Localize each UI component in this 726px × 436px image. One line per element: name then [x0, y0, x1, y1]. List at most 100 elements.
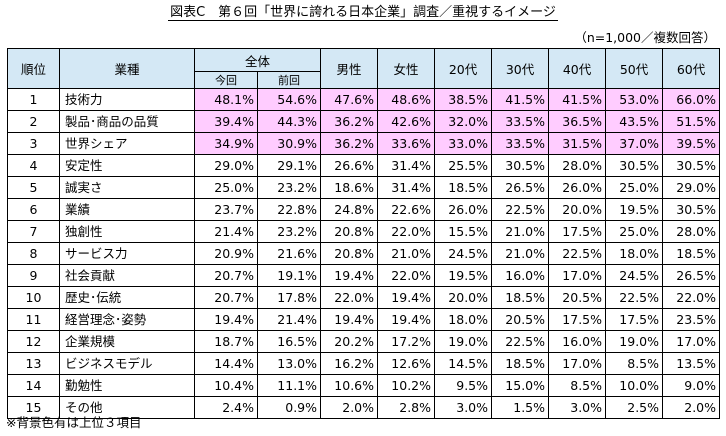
value-cell: 31.5% — [548, 132, 607, 155]
value-cell: 15.5% — [434, 220, 493, 243]
header-row: 順位 業種 全体 男性 女性 20代 30代 40代 50代 60代 — [7, 48, 721, 89]
value-cell: 19.5% — [434, 264, 493, 287]
value-cell: 18.0% — [605, 242, 664, 265]
value-cell: 18.5% — [491, 286, 550, 309]
value-cell: 14.5% — [434, 352, 493, 375]
value-cell: 30.5% — [662, 198, 721, 221]
value-cell: 30.5% — [491, 154, 550, 177]
value-cell: 66.0% — [662, 88, 721, 111]
value-cell: 22.0% — [377, 264, 436, 287]
value-cell: 51.5% — [662, 110, 721, 133]
header-item: 業種 — [59, 48, 195, 89]
value-cell: 33.6% — [377, 132, 436, 155]
value-cell: 10.4% — [194, 374, 258, 397]
value-cell: 41.5% — [491, 88, 550, 111]
value-cell: 20.0% — [434, 286, 493, 309]
rank-cell: 5 — [7, 176, 60, 199]
value-cell: 17.5% — [548, 220, 607, 243]
rank-cell: 9 — [7, 264, 60, 287]
value-cell: 19.4% — [320, 264, 379, 287]
table-row: 10 歴史･伝統 20.7% 17.8% 22.0% 19.4% 20.0% 18.5% 20.… — [7, 286, 721, 309]
value-cell: 10.6% — [320, 374, 379, 397]
value-cell: 2.4% — [194, 396, 258, 419]
value-cell: 21.0% — [491, 242, 550, 265]
value-cell: 43.5% — [605, 110, 664, 133]
value-cell: 19.4% — [320, 308, 379, 331]
rank-cell: 14 — [7, 374, 60, 397]
value-cell: 20.8% — [320, 242, 379, 265]
value-cell: 20.9% — [194, 242, 258, 265]
value-cell: 26.5% — [491, 176, 550, 199]
value-cell: 19.5% — [605, 198, 664, 221]
value-cell: 20.5% — [491, 308, 550, 331]
rank-cell: 13 — [7, 352, 60, 375]
value-cell: 22.6% — [377, 198, 436, 221]
value-cell: 41.5% — [548, 88, 607, 111]
value-cell: 13.0% — [256, 352, 322, 375]
value-cell: 1.5% — [491, 396, 550, 419]
value-cell: 47.6% — [320, 88, 379, 111]
table-row: 12 企業規模 18.7% 16.5% 20.2% 17.2% 19.0% 22.5% 16.0… — [7, 330, 721, 353]
value-cell: 2.0% — [320, 396, 379, 419]
table-row: 5 誠実さ 25.0% 23.2% 18.6% 31.4% 18.5% 26.5% 26.0% 2… — [7, 176, 721, 199]
value-cell: 23.2% — [256, 176, 322, 199]
value-cell: 39.4% — [194, 110, 258, 133]
value-cell: 36.2% — [320, 132, 379, 155]
value-cell: 39.5% — [662, 132, 721, 155]
value-cell: 23.5% — [662, 308, 721, 331]
item-cell: その他 — [59, 396, 195, 419]
value-cell: 25.5% — [434, 154, 493, 177]
rank-cell: 2 — [7, 110, 60, 133]
value-cell: 19.1% — [256, 264, 322, 287]
value-cell: 54.6% — [256, 88, 322, 111]
table-row: 15 その他 2.4% 0.9% 2.0% 2.8% 3.0% 1.5% 3.0% 2.5% 2.0… — [7, 396, 721, 419]
value-cell: 10.2% — [377, 374, 436, 397]
value-cell: 25.0% — [194, 176, 258, 199]
value-cell: 33.5% — [491, 110, 550, 133]
value-cell: 30.5% — [662, 154, 721, 177]
item-cell: 誠実さ — [59, 176, 195, 199]
value-cell: 31.4% — [377, 154, 436, 177]
value-cell: 22.5% — [548, 242, 607, 265]
table-row: 6 業績 23.7% 22.8% 24.8% 22.6% 26.0% 22.5% 20.0% 19… — [7, 198, 721, 221]
value-cell: 2.8% — [377, 396, 436, 419]
value-cell: 17.5% — [548, 308, 607, 331]
value-cell: 20.5% — [548, 286, 607, 309]
value-cell: 8.5% — [548, 374, 607, 397]
value-cell: 26.5% — [662, 264, 721, 287]
value-cell: 29.0% — [194, 154, 258, 177]
value-cell: 17.0% — [548, 264, 607, 287]
value-cell: 19.4% — [377, 308, 436, 331]
item-cell: 技術力 — [59, 88, 195, 111]
value-cell: 30.5% — [605, 154, 664, 177]
value-cell: 11.1% — [256, 374, 322, 397]
header-age50: 50代 — [605, 48, 664, 89]
value-cell: 19.4% — [377, 286, 436, 309]
value-cell: 26.0% — [548, 176, 607, 199]
value-cell: 20.7% — [194, 264, 258, 287]
value-cell: 18.7% — [194, 330, 258, 353]
value-cell: 21.4% — [256, 308, 322, 331]
value-cell: 16.0% — [491, 264, 550, 287]
value-cell: 17.8% — [256, 286, 322, 309]
rank-cell: 12 — [7, 330, 60, 353]
table-row: 3 世界シェア 34.9% 30.9% 36.2% 33.6% 33.0% 33.5% 31.5… — [7, 132, 721, 155]
value-cell: 20.0% — [548, 198, 607, 221]
value-cell: 16.2% — [320, 352, 379, 375]
value-cell: 18.5% — [434, 176, 493, 199]
value-cell: 10.0% — [605, 374, 664, 397]
rank-cell: 15 — [7, 396, 60, 419]
value-cell: 16.5% — [256, 330, 322, 353]
value-cell: 28.0% — [548, 154, 607, 177]
value-cell: 0.9% — [256, 396, 322, 419]
value-cell: 36.2% — [320, 110, 379, 133]
item-cell: ビジネスモデル — [59, 352, 195, 375]
value-cell: 32.0% — [434, 110, 493, 133]
footnote: ※背景色有は上位３項目 — [6, 415, 142, 430]
value-cell: 17.2% — [377, 330, 436, 353]
value-cell: 3.0% — [434, 396, 493, 419]
value-cell: 28.0% — [662, 220, 721, 243]
value-cell: 9.0% — [662, 374, 721, 397]
table-row: 8 サービス力 20.9% 21.6% 20.8% 21.0% 24.5% 21.0% 22.5… — [7, 242, 721, 265]
table-body: 1 技術力 48.1% 54.6% 47.6% 48.6% 38.5% 41.5% 41.5% 5… — [7, 88, 721, 419]
